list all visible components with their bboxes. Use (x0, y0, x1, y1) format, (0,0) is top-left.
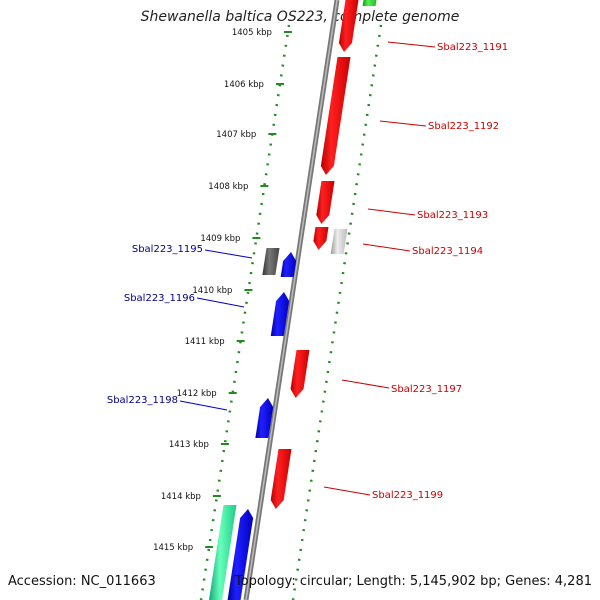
gene-feature[interactable] (270, 292, 290, 336)
gene-leader-line (179, 400, 228, 411)
gene-label[interactable]: Sbal223_1195 (132, 244, 203, 255)
kbp-tick-label: 1411 kbp (185, 337, 225, 347)
kbp-tick-label: 1409 kbp (200, 234, 240, 244)
kbp-tick-label: 1412 kbp (177, 389, 217, 399)
gene-label[interactable]: Sbal223_1199 (372, 490, 443, 501)
gene-leader-line (341, 379, 390, 389)
gene-feature[interactable] (227, 509, 254, 600)
kbp-tick-label: 1414 kbp (161, 492, 201, 502)
kbp-tick-label: 1410 kbp (192, 286, 232, 296)
gene-leader-line (196, 297, 245, 308)
gene-feature[interactable] (338, 0, 359, 52)
gene-label[interactable]: Sbal223_1191 (437, 42, 508, 53)
outer-dotted-track (291, 24, 383, 600)
gene-feature[interactable] (262, 248, 280, 275)
gene-label[interactable]: Sbal223_1194 (412, 246, 483, 257)
map-title: Shewanella baltica OS223, complete genom… (140, 9, 460, 25)
gene-feature[interactable] (316, 181, 335, 224)
gene-feature[interactable] (255, 398, 274, 438)
gene-label[interactable]: Sbal223_1198 (107, 395, 178, 406)
gene-label[interactable]: Sbal223_1192 (428, 121, 499, 132)
gene-feature[interactable] (270, 449, 292, 509)
gene-layer (208, 0, 377, 600)
gene-leader-line (379, 120, 427, 127)
inner-dotted-track (199, 24, 291, 600)
kbp-tick-label: 1407 kbp (216, 130, 256, 140)
gene-leader-line (367, 208, 416, 216)
gene-leader-line (204, 249, 253, 259)
kbp-tick-layer: 1405 kbp 1406 kbp 1407 kbp 1408 kbp 1409 kbp… (153, 28, 292, 553)
gene-label[interactable]: Sbal223_1196 (124, 293, 195, 304)
accession-text: Accession: NC_011663 (8, 574, 156, 589)
kbp-tick-label: 1413 kbp (169, 440, 209, 450)
kbp-tick-label: 1406 kbp (224, 80, 264, 90)
gene-leader-line (387, 41, 436, 48)
gene-leader-line (323, 486, 371, 496)
genome-summary-text: Topology: circular; Length: 5,145,902 bp… (234, 574, 592, 589)
gene-label[interactable]: Sbal223_1193 (417, 210, 488, 221)
gene-feature[interactable] (208, 505, 237, 600)
gene-feature[interactable] (320, 57, 351, 175)
gene-feature[interactable] (330, 229, 348, 254)
gene-label[interactable]: Sbal223_1197 (391, 384, 462, 395)
gene-feature[interactable] (280, 252, 297, 277)
gene-feature[interactable] (362, 0, 377, 6)
kbp-tick-label: 1405 kbp (232, 28, 272, 38)
gene-feature[interactable] (313, 227, 329, 250)
kbp-tick-label: 1408 kbp (208, 182, 248, 192)
kbp-tick-label: 1415 kbp (153, 543, 193, 553)
gene-label-layer: Sbal223_1195 Sbal223_1196 Sbal223_1198 Sbal… (107, 41, 508, 501)
gene-feature[interactable] (290, 350, 310, 398)
gene-leader-line (362, 243, 411, 252)
